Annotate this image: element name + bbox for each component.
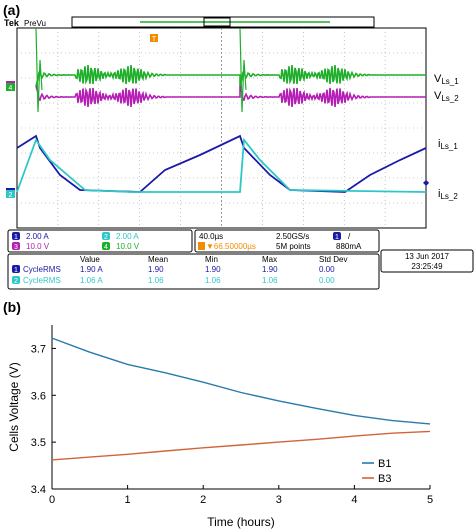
meas-ch2-std: 0.00 [319,276,335,285]
meas-header-value: Value [80,255,100,264]
channel-settings-panel [7,229,193,253]
svg-text:2: 2 [104,234,108,241]
series-line-b1 [51,337,431,425]
meas-ch1-value: 1.90 A [80,265,103,274]
trigger-level: 880mA [336,242,362,251]
trigger-pos-marker [198,242,205,250]
trace-ch4-spike-2 [239,27,247,113]
meas-ch2-value: 1.06 A [80,276,103,285]
ch2-setting: 2 2.00 A [102,232,139,241]
channel-marker-4-label: 4 [9,85,13,92]
meas-ch1-max: 1.90 [262,265,278,274]
y-tick-label: 3.7 [31,343,46,355]
datetime-panel [380,249,474,273]
trigger-slope: / [348,232,351,241]
channel-marker-2-label: 2 [9,192,13,199]
svg-text:1: 1 [14,234,18,241]
ch3-scale: 10.0 V [26,242,50,251]
meas-ch2-min: 1.06 [205,276,221,285]
meas-row-ch2: 2 CycleRMS 1.06 A 1.06 1.06 1.06 0.00 [12,276,335,285]
scope-brand: Tek [4,18,20,28]
sample-rate: 2.50GS/s [276,232,309,241]
meas-header-stddev: Std Dev [319,255,347,264]
x-tick-label: 4 [351,494,357,506]
meas-ch2-mean: 1.06 [148,276,164,285]
legend-label-b1: B1 [378,458,391,470]
channel-marker-4: 4 [6,83,15,92]
scope-waveforms [16,27,427,193]
ch3-setting: 3 10.0 V [12,242,50,251]
x-axis-label: Time (hours) [207,515,275,529]
meas-ch1-min: 1.90 [205,265,221,274]
trace-ch2-ils2 [16,137,427,193]
x-tick-label: 5 [427,494,433,506]
channel-marker-2: 2 [6,190,15,199]
x-tick-label: 2 [200,494,206,506]
y-tick-label: 3.4 [31,484,46,496]
y-tick-label: 3.6 [31,390,46,402]
ch1-scale: 2.00 A [26,232,49,241]
svg-text:4: 4 [104,244,108,251]
meas-ch1-name: CycleRMS [23,265,61,274]
ch4-scale: 10.0 V [116,242,140,251]
svg-text:1: 1 [14,267,18,274]
trigger-level-arrow: ◆ [423,178,430,187]
meas-header-max: Max [262,255,277,264]
scope-date: 13 Jun 2017 [405,252,450,261]
svg-text:2: 2 [14,278,18,285]
y-ticks: 3.4 3.5 3.6 3.7 [31,343,56,496]
meas-header-min: Min [205,255,218,264]
measurement-panel [7,253,380,290]
series-lines [51,337,431,461]
series-line-b3 [51,430,431,461]
oscilloscope: Tek PreVu ◆ T 3 4 1 2 ◆ [4,16,474,290]
y-axis-label: Cells Voltage (V) [7,362,21,451]
label-ils2: iLs_2 [438,188,458,201]
trace-ch4-spike-1 [35,27,43,113]
record-length: 5M points [276,242,311,251]
x-ticks: 0 1 2 3 4 5 [49,485,433,506]
x-tick-label: 0 [49,494,55,506]
meas-ch1-std: 0.00 [319,265,335,274]
meas-ch2-max: 1.06 [262,276,278,285]
trigger-time-marker-label: T [152,36,157,43]
scope-mode: PreVu [24,19,46,28]
meas-header-mean: Mean [148,255,168,264]
line-chart: 0 1 2 3 4 5 3.4 3.5 3.6 3.7 Time (hours) Cells V… [7,325,433,529]
trigger-source: 1 / [333,232,351,241]
trace-ch4-vls1 [35,65,426,87]
svg-text:1: 1 [335,234,339,241]
scope-time: 23:25:49 [411,262,443,271]
trigger-time-marker [150,34,158,42]
meas-ch1-mean: 1.90 [148,265,164,274]
ch4-setting: 4 10.0 V [102,242,140,251]
label-ils1: iLs_1 [438,138,458,151]
y-tick-label: 3.5 [31,437,46,449]
meas-row-ch1: 1 CycleRMS 1.90 A 1.90 1.90 1.90 0.00 [12,265,335,274]
meas-ch2-name: CycleRMS [23,276,61,285]
record-preview-window [203,17,231,27]
timebase-scale: 40.0µs [199,232,223,241]
x-tick-label: 1 [125,494,131,506]
ch2-scale: 2.00 A [116,232,139,241]
label-vls2: VLs_2 [434,90,459,103]
trace-ch1-ils1 [16,134,427,193]
horizontal-position: ▼66.50000µs [206,242,256,251]
x-tick-label: 3 [276,494,282,506]
panel-a-label: (a) [3,2,20,18]
svg-text:3: 3 [14,244,18,251]
panel-b-label: (b) [3,299,21,315]
legend-label-b3: B3 [378,473,391,485]
trace-ch3-vls2 [35,85,426,107]
label-vls1: VLs_1 [434,73,459,86]
ch1-setting: 1 2.00 A [12,232,49,241]
